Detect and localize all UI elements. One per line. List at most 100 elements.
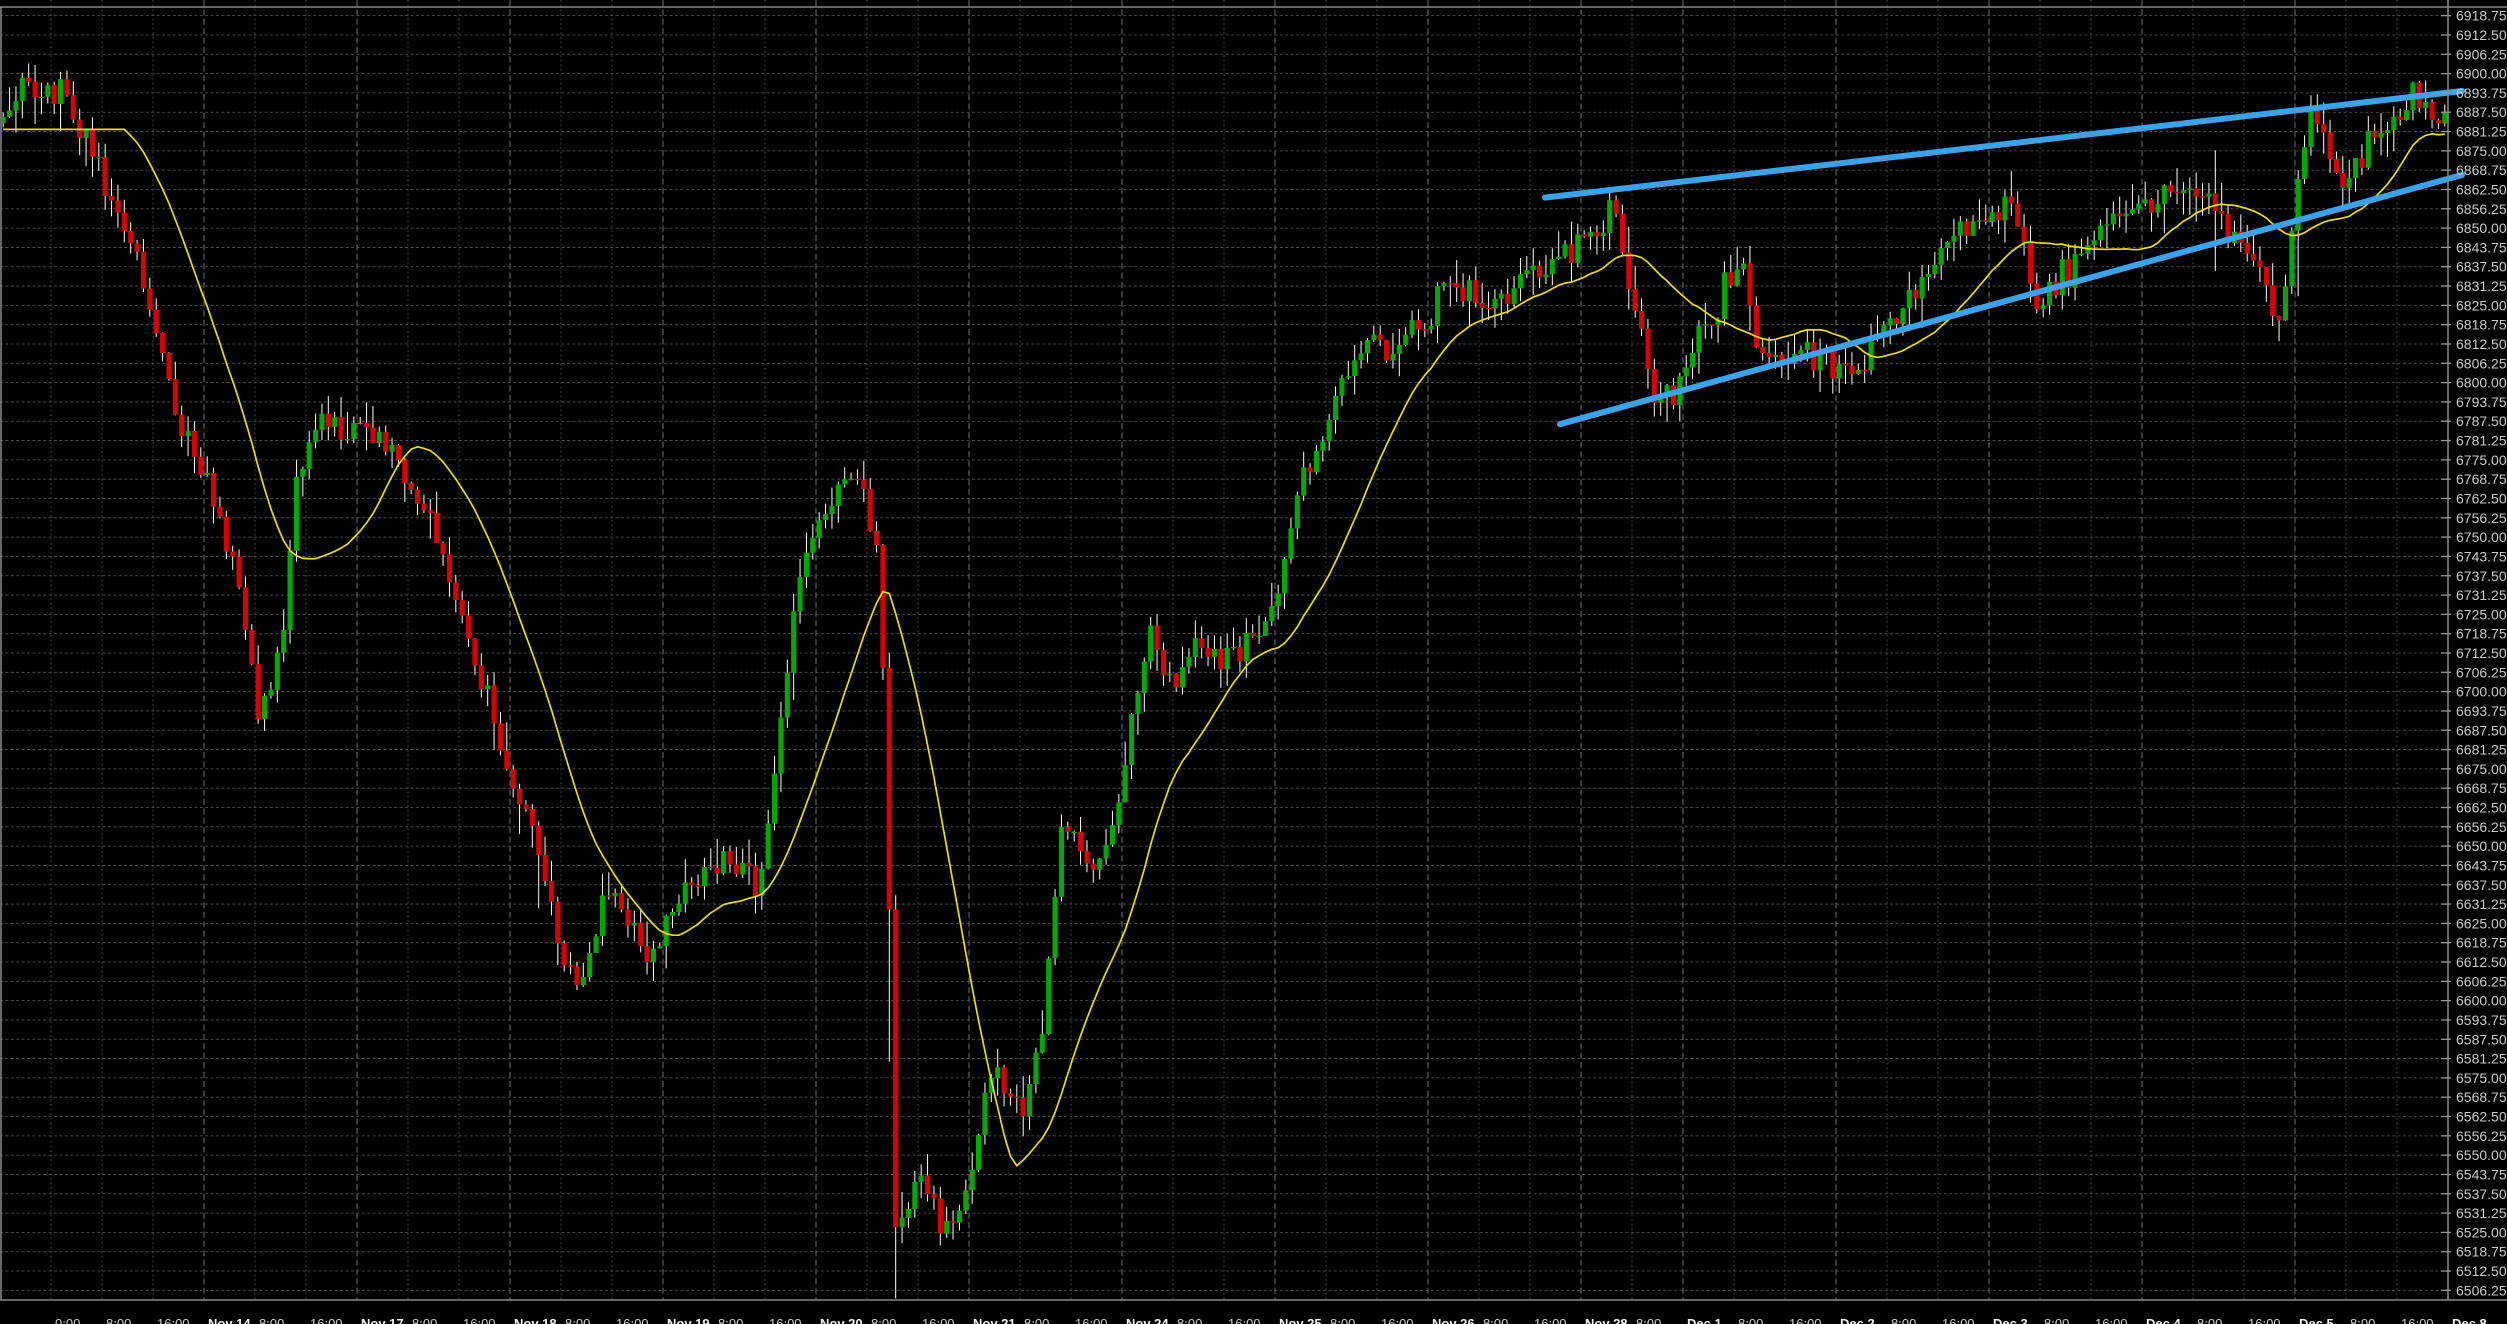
svg-text:8:00: 8:00 — [1636, 1316, 1661, 1324]
svg-text:Dec 1: Dec 1 — [1687, 1316, 1722, 1324]
svg-text:6906.25: 6906.25 — [2456, 46, 2507, 62]
svg-text:6731.25: 6731.25 — [2456, 587, 2507, 603]
svg-text:16:00: 16:00 — [1534, 1316, 1567, 1324]
svg-text:Nov 25: Nov 25 — [1279, 1316, 1322, 1324]
svg-text:6643.75: 6643.75 — [2456, 857, 2507, 873]
svg-text:16:00: 16:00 — [1075, 1316, 1108, 1324]
svg-text:6818.75: 6818.75 — [2456, 317, 2507, 333]
svg-text:6675.00: 6675.00 — [2456, 761, 2507, 777]
svg-text:6543.75: 6543.75 — [2456, 1166, 2507, 1182]
svg-text:8:00: 8:00 — [2350, 1316, 2375, 1324]
svg-text:6868.75: 6868.75 — [2456, 162, 2507, 178]
svg-text:8:00: 8:00 — [106, 1316, 131, 1324]
svg-text:8:00: 8:00 — [1330, 1316, 1355, 1324]
svg-text:16:00: 16:00 — [1381, 1316, 1414, 1324]
svg-text:Dec 8: Dec 8 — [2452, 1316, 2487, 1324]
svg-text:6693.75: 6693.75 — [2456, 703, 2507, 719]
svg-text:16:00: 16:00 — [157, 1316, 190, 1324]
svg-text:6506.25: 6506.25 — [2456, 1282, 2507, 1298]
svg-text:8:00: 8:00 — [871, 1316, 896, 1324]
svg-text:6762.50: 6762.50 — [2456, 490, 2507, 506]
svg-text:6668.75: 6668.75 — [2456, 780, 2507, 796]
svg-text:6625.00: 6625.00 — [2456, 915, 2507, 931]
svg-text:8:00: 8:00 — [1024, 1316, 1049, 1324]
svg-text:8:00: 8:00 — [259, 1316, 284, 1324]
svg-text:Dec 5: Dec 5 — [2299, 1316, 2334, 1324]
svg-text:6825.00: 6825.00 — [2456, 297, 2507, 313]
svg-text:6743.75: 6743.75 — [2456, 548, 2507, 564]
svg-text:Nov 21: Nov 21 — [973, 1316, 1016, 1324]
svg-text:8:00: 8:00 — [718, 1316, 743, 1324]
svg-text:6550.00: 6550.00 — [2456, 1147, 2507, 1163]
svg-text:6850.00: 6850.00 — [2456, 220, 2507, 236]
svg-text:6587.50: 6587.50 — [2456, 1031, 2507, 1047]
svg-text:6768.75: 6768.75 — [2456, 471, 2507, 487]
svg-text:6612.50: 6612.50 — [2456, 954, 2507, 970]
svg-text:6718.75: 6718.75 — [2456, 626, 2507, 642]
svg-text:6806.25: 6806.25 — [2456, 355, 2507, 371]
svg-text:8:00: 8:00 — [565, 1316, 590, 1324]
svg-text:Nov 18: Nov 18 — [514, 1316, 557, 1324]
svg-text:6593.75: 6593.75 — [2456, 1012, 2507, 1028]
svg-text:Nov 26: Nov 26 — [1432, 1316, 1475, 1324]
svg-text:8:00: 8:00 — [1177, 1316, 1202, 1324]
svg-text:8:00: 8:00 — [2044, 1316, 2069, 1324]
svg-text:6831.25: 6831.25 — [2456, 278, 2507, 294]
svg-text:6706.25: 6706.25 — [2456, 664, 2507, 680]
svg-text:6750.00: 6750.00 — [2456, 529, 2507, 545]
svg-text:8:00: 8:00 — [2197, 1316, 2222, 1324]
svg-text:6618.75: 6618.75 — [2456, 935, 2507, 951]
svg-text:6856.25: 6856.25 — [2456, 201, 2507, 217]
svg-text:0:00: 0:00 — [55, 1316, 80, 1324]
svg-text:Nov 20: Nov 20 — [820, 1316, 863, 1324]
svg-text:6637.50: 6637.50 — [2456, 877, 2507, 893]
svg-text:6568.75: 6568.75 — [2456, 1089, 2507, 1105]
svg-text:6837.50: 6837.50 — [2456, 259, 2507, 275]
svg-text:6562.50: 6562.50 — [2456, 1109, 2507, 1125]
svg-text:6787.50: 6787.50 — [2456, 413, 2507, 429]
svg-text:8:00: 8:00 — [1891, 1316, 1916, 1324]
svg-text:16:00: 16:00 — [1228, 1316, 1261, 1324]
svg-text:6862.50: 6862.50 — [2456, 181, 2507, 197]
svg-text:16:00: 16:00 — [616, 1316, 649, 1324]
svg-text:6812.50: 6812.50 — [2456, 336, 2507, 352]
svg-text:6575.00: 6575.00 — [2456, 1070, 2507, 1086]
svg-text:Dec 4: Dec 4 — [2146, 1316, 2181, 1324]
svg-text:6700.00: 6700.00 — [2456, 684, 2507, 700]
svg-text:8:00: 8:00 — [412, 1316, 437, 1324]
svg-text:16:00: 16:00 — [310, 1316, 343, 1324]
svg-text:6918.75: 6918.75 — [2456, 8, 2507, 24]
svg-text:6650.00: 6650.00 — [2456, 838, 2507, 854]
svg-text:6912.50: 6912.50 — [2456, 27, 2507, 43]
svg-text:6537.50: 6537.50 — [2456, 1186, 2507, 1202]
svg-text:6600.00: 6600.00 — [2456, 993, 2507, 1009]
svg-text:6887.50: 6887.50 — [2456, 104, 2507, 120]
svg-text:Nov 24: Nov 24 — [1126, 1316, 1169, 1324]
svg-text:6756.25: 6756.25 — [2456, 510, 2507, 526]
svg-text:16:00: 16:00 — [463, 1316, 496, 1324]
svg-text:6525.00: 6525.00 — [2456, 1224, 2507, 1240]
svg-text:6518.75: 6518.75 — [2456, 1244, 2507, 1260]
svg-text:6662.50: 6662.50 — [2456, 800, 2507, 816]
svg-text:6875.00: 6875.00 — [2456, 143, 2507, 159]
svg-text:Nov 28: Nov 28 — [1585, 1316, 1628, 1324]
svg-text:6737.50: 6737.50 — [2456, 568, 2507, 584]
svg-text:16:00: 16:00 — [922, 1316, 955, 1324]
svg-text:6606.25: 6606.25 — [2456, 973, 2507, 989]
svg-text:6775.00: 6775.00 — [2456, 452, 2507, 468]
svg-text:Dec 2: Dec 2 — [1840, 1316, 1875, 1324]
svg-text:Nov 19: Nov 19 — [667, 1316, 710, 1324]
svg-text:6687.50: 6687.50 — [2456, 722, 2507, 738]
svg-text:6681.25: 6681.25 — [2456, 742, 2507, 758]
svg-text:8:00: 8:00 — [1483, 1316, 1508, 1324]
svg-text:6843.75: 6843.75 — [2456, 239, 2507, 255]
svg-text:16:00: 16:00 — [1942, 1316, 1975, 1324]
svg-text:6581.25: 6581.25 — [2456, 1051, 2507, 1067]
svg-text:6712.50: 6712.50 — [2456, 645, 2507, 661]
svg-text:Nov 14: Nov 14 — [208, 1316, 251, 1324]
svg-text:6881.25: 6881.25 — [2456, 124, 2507, 140]
svg-text:6800.00: 6800.00 — [2456, 375, 2507, 391]
svg-text:6793.75: 6793.75 — [2456, 394, 2507, 410]
svg-text:6781.25: 6781.25 — [2456, 433, 2507, 449]
svg-text:6556.25: 6556.25 — [2456, 1128, 2507, 1144]
